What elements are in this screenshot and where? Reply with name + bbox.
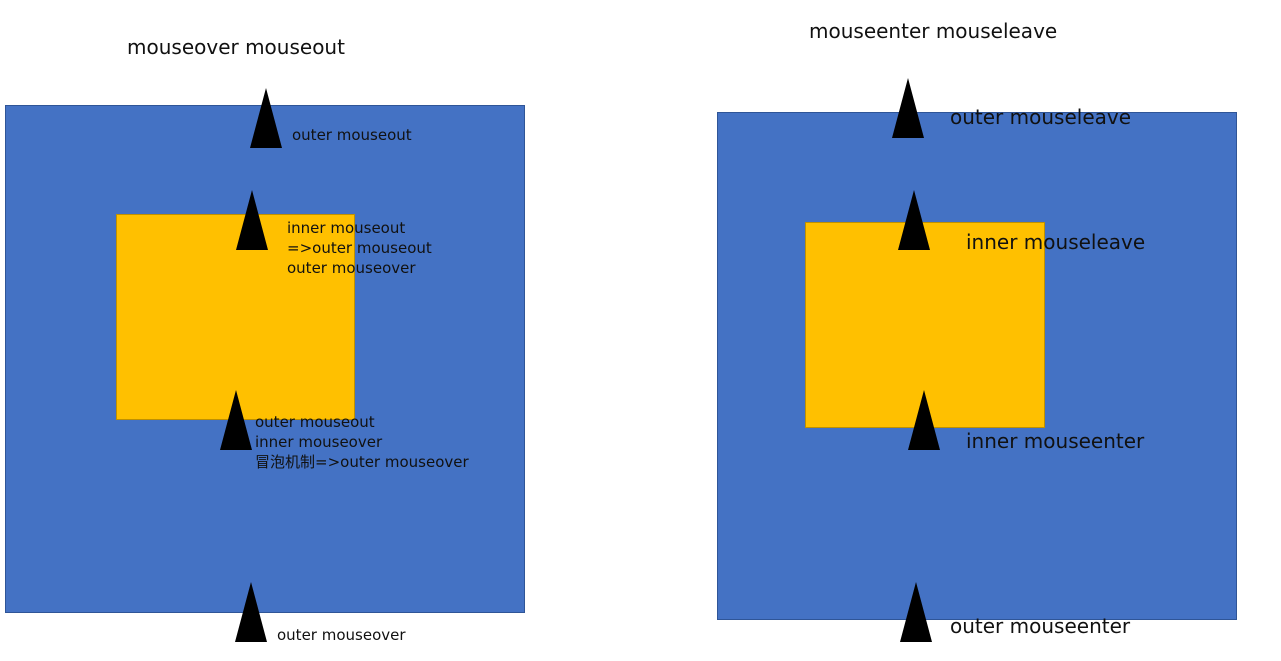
left-inner-top-arrow <box>236 190 268 250</box>
left-inner-top-line: inner mouseout <box>287 219 406 237</box>
right-inner-bottom-arrow <box>908 390 940 450</box>
right-outer-top-label: outer mouseleave <box>950 105 1132 129</box>
left-inner-bottom-line: outer mouseout <box>255 413 375 431</box>
left-inner-top-line: =>outer mouseout <box>287 239 432 257</box>
left-outer-top-arrow <box>250 88 282 148</box>
left-outer-top-label: outer mouseout <box>292 126 412 144</box>
left-outer-bottom-arrow <box>235 582 267 642</box>
left-inner-bottom-line: 冒泡机制=>outer mouseover <box>255 453 469 471</box>
left-inner-bottom-label: outer mouseout inner mouseover 冒泡机制=>out… <box>255 412 469 472</box>
left-inner-bottom-arrow <box>220 390 252 450</box>
right-outer-bottom-label: outer mouseenter <box>950 614 1131 638</box>
right-inner-top-label: inner mouseleave <box>966 230 1146 254</box>
left-outer-bottom-label: outer mouseover <box>277 626 406 644</box>
right-outer-bottom-arrow <box>900 582 932 642</box>
left-inner-top-line: outer mouseover <box>287 259 416 277</box>
right-diagram-title: mouseenter mouseleave <box>809 19 1058 43</box>
left-inner-bottom-line: inner mouseover <box>255 433 383 451</box>
left-inner-top-label: inner mouseout =>outer mouseout outer mo… <box>287 218 432 278</box>
right-inner-bottom-label: inner mouseenter <box>966 429 1145 453</box>
right-inner-top-arrow <box>898 190 930 250</box>
right-outer-top-arrow <box>892 78 924 138</box>
left-diagram-title: mouseover mouseout <box>127 35 345 59</box>
